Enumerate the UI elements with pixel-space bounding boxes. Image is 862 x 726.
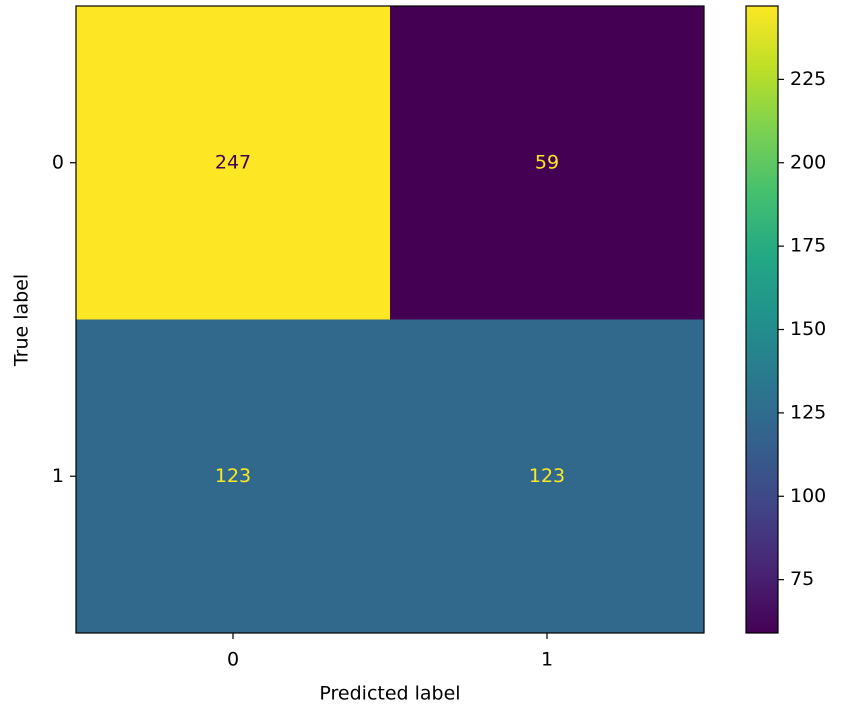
colorbar-tick-label: 225 [790, 68, 826, 90]
heatmap-cell [76, 319, 391, 634]
colorbar-tick-label: 200 [790, 151, 826, 173]
colorbar-frame [745, 5, 779, 634]
colorbar-tick-label: 125 [790, 401, 826, 423]
heatmap-cell [390, 6, 705, 320]
x-tick-label: 1 [541, 649, 553, 671]
heatmap-cell [76, 6, 391, 320]
cell-label: 59 [535, 151, 559, 173]
x-tick-label: 0 [227, 649, 239, 671]
colorbar-tick-label: 175 [790, 235, 826, 257]
cell-label: 123 [215, 465, 251, 487]
y-tick-label: 1 [52, 465, 64, 487]
x-axis-label: Predicted label [319, 683, 460, 705]
colorbar [746, 6, 778, 633]
colorbar-tick-label: 100 [790, 485, 826, 507]
heatmap-cell [390, 319, 705, 634]
colorbar-tick-label: 75 [790, 568, 814, 590]
cell-label: 123 [529, 465, 565, 487]
y-axis-label: True label [11, 274, 33, 367]
cell-label: 247 [215, 151, 251, 173]
y-tick-label: 0 [52, 151, 64, 173]
colorbar-tick-label: 150 [790, 318, 826, 340]
plot-frame [75, 5, 705, 634]
